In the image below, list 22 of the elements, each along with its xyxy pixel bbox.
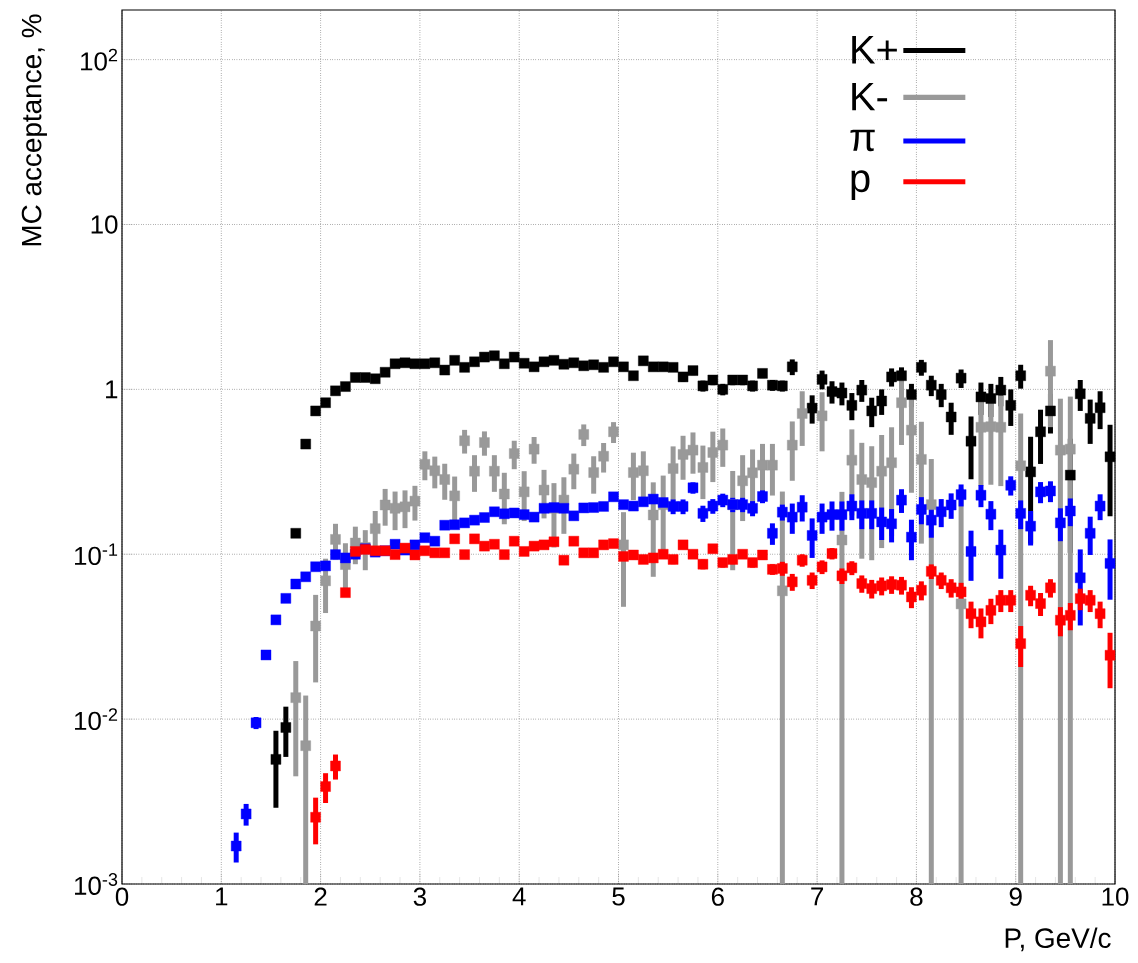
y-tick-label: 10$^{2}$ [81, 48, 118, 71]
x-tick-label: 7 [811, 887, 824, 906]
x-tick-label: 2 [314, 887, 327, 906]
y-axis-title: MC acceptance, % [21, 14, 47, 246]
legend-label: K- [852, 82, 888, 111]
x-tick-label: 0 [115, 887, 129, 906]
x-axis-title: P, GeV/c [1005, 927, 1111, 952]
y-tick-label: 10$^{-2}$ [75, 708, 118, 731]
y-tick-label: 1 [106, 380, 118, 399]
x-tick-label: 5 [612, 887, 625, 906]
legend-label: π [850, 129, 875, 152]
legend-label: K+ [852, 36, 897, 64]
legend-label: p [851, 170, 870, 201]
x-tick-label: 8 [910, 887, 923, 906]
x-tick-label: 4 [512, 887, 526, 906]
x-tick-label: 9 [1009, 887, 1022, 906]
y-tick-label: 10 [91, 215, 118, 234]
x-tick-label: 3 [413, 887, 426, 906]
x-tick-label: 1 [216, 887, 228, 906]
x-tick-label: 6 [711, 887, 724, 906]
y-tick-label: 10$^{-1}$ [75, 543, 118, 566]
x-tick-label: 10 [1102, 887, 1129, 906]
